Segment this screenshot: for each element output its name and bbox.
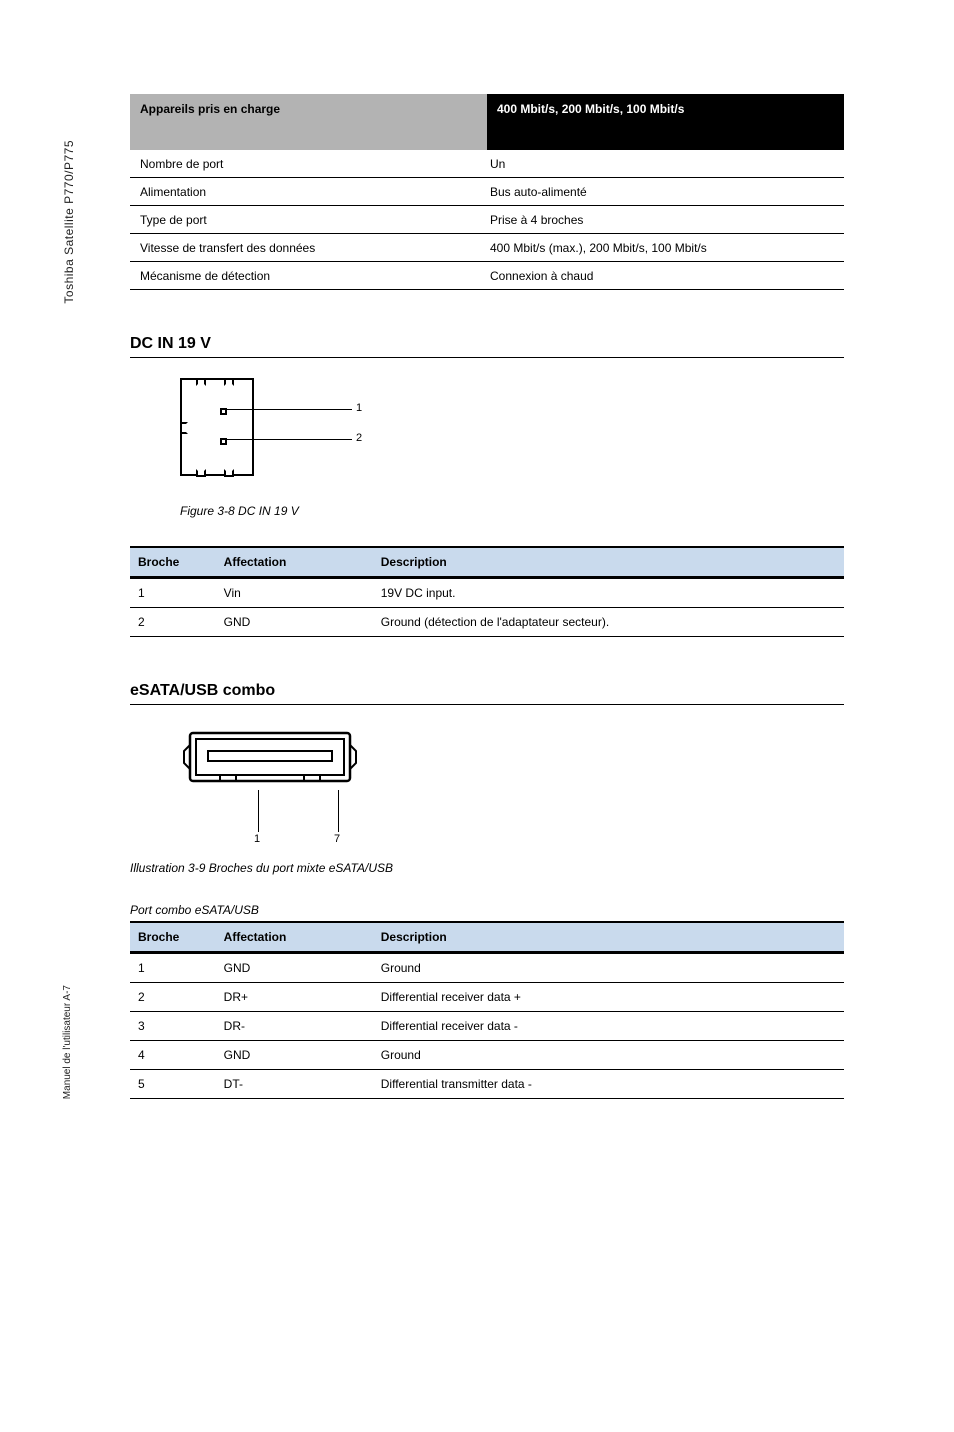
- pin-cell: Ground: [373, 1041, 844, 1069]
- pin-col-pin: Broche: [130, 923, 216, 951]
- pin-cell: Vin: [216, 579, 373, 607]
- pin-cell: 4: [130, 1041, 216, 1069]
- pin-cell: GND: [216, 954, 373, 982]
- pin-cell: 1: [130, 579, 216, 607]
- pin-row: 3 DR- Differential receiver data -: [130, 1012, 844, 1041]
- pin-table-header: Broche Affectation Description: [130, 923, 844, 954]
- spec-table-header: Appareils pris en charge 400 Mbit/s, 200…: [130, 94, 844, 150]
- pin-row: 1 GND Ground: [130, 954, 844, 983]
- dcin-pin-2: [220, 438, 227, 445]
- section-rule: [130, 357, 844, 358]
- spec-row: Nombre de port Un: [130, 150, 844, 178]
- pin-cell: 5: [130, 1070, 216, 1098]
- spec-header-right: 400 Mbit/s, 200 Mbit/s, 100 Mbit/s: [487, 94, 844, 150]
- spec-cell-right: Connexion à chaud: [484, 269, 834, 283]
- pin-row: 5 DT- Differential transmitter data -: [130, 1070, 844, 1099]
- connector-tab: [196, 378, 206, 386]
- pin-col-desc: Description: [373, 923, 844, 951]
- pin-table-header: Broche Affectation Description: [130, 548, 844, 579]
- esata-connector-svg: [180, 725, 360, 795]
- connector-tab: [224, 378, 234, 386]
- pin-lead-line: [338, 790, 339, 832]
- section-rule: [130, 704, 844, 705]
- spec-row: Type de port Prise à 4 broches: [130, 206, 844, 234]
- pin-row: 2 GND Ground (détection de l'adaptateur …: [130, 608, 844, 637]
- spec-cell-right: Bus auto-alimenté: [484, 185, 834, 199]
- pin-lead-line: [258, 790, 259, 832]
- pin-cell: DR-: [216, 1012, 373, 1040]
- pin-lead-line: [227, 409, 352, 410]
- esata-table-caption: Port combo eSATA/USB: [130, 903, 844, 917]
- dcin-connector-diagram: 1 2: [180, 378, 380, 498]
- pin-cell: 1: [130, 954, 216, 982]
- spec-cell-left: Type de port: [140, 213, 484, 227]
- pin-col-assign: Affectation: [216, 548, 373, 576]
- pin-cell: Ground: [373, 954, 844, 982]
- connector-tab: [224, 469, 234, 477]
- pin-cell: Differential receiver data +: [373, 983, 844, 1011]
- pin-cell: GND: [216, 608, 373, 636]
- figure-caption-dcin: Figure 3-8 DC IN 19 V: [180, 504, 844, 518]
- pin-cell: 19V DC input.: [373, 579, 844, 607]
- pin-cell: 3: [130, 1012, 216, 1040]
- connector-tab: [180, 422, 188, 434]
- pin-label-1: 1: [254, 833, 260, 845]
- pin-row: 2 DR+ Differential receiver data +: [130, 983, 844, 1012]
- pin-cell: Ground (détection de l'adaptateur secteu…: [373, 608, 844, 636]
- pin-cell: 2: [130, 983, 216, 1011]
- spec-header-left: Appareils pris en charge: [130, 94, 487, 150]
- pin-cell: DR+: [216, 983, 373, 1011]
- side-page-label: Toshiba Satellite P770/P775: [62, 140, 76, 304]
- esata-connector-diagram: 1 7: [180, 725, 400, 855]
- page-footer: Manuel de l'utilisateur A-7: [62, 985, 73, 1099]
- figure-caption-esata: Illustration 3-9 Broches du port mixte e…: [130, 861, 844, 875]
- pin-cell: Differential receiver data -: [373, 1012, 844, 1040]
- dcin-connector-outline: [180, 378, 254, 476]
- pin-row: 4 GND Ground: [130, 1041, 844, 1070]
- pin-label-1: 1: [356, 402, 362, 414]
- spec-row: Mécanisme de détection Connexion à chaud: [130, 262, 844, 290]
- pin-col-desc: Description: [373, 548, 844, 576]
- pin-label-2: 2: [356, 432, 362, 444]
- spec-cell-left: Alimentation: [140, 185, 484, 199]
- spec-cell-right: Un: [484, 157, 834, 171]
- spec-cell-left: Vitesse de transfert des données: [140, 241, 484, 255]
- spec-row: Alimentation Bus auto-alimenté: [130, 178, 844, 206]
- spec-row: Vitesse de transfert des données 400 Mbi…: [130, 234, 844, 262]
- spec-cell-right: Prise à 4 broches: [484, 213, 834, 227]
- esata-pin-table: Port combo eSATA/USB Broche Affectation …: [130, 903, 844, 1099]
- section-title-dcin: DC IN 19 V: [130, 335, 844, 353]
- pin-cell: 2: [130, 608, 216, 636]
- section-title-esata: eSATA/USB combo: [130, 682, 844, 700]
- connector-tab: [196, 469, 206, 477]
- pin-cell: Differential transmitter data -: [373, 1070, 844, 1098]
- pin-lead-line: [227, 439, 352, 440]
- pin-col-pin: Broche: [130, 548, 216, 576]
- spec-cell-left: Nombre de port: [140, 157, 484, 171]
- dcin-pin-table: Broche Affectation Description 1 Vin 19V…: [130, 546, 844, 637]
- dcin-pin-1: [220, 408, 227, 415]
- pin-label-7: 7: [334, 833, 340, 845]
- specifications-table: Appareils pris en charge 400 Mbit/s, 200…: [130, 56, 844, 290]
- pin-row: 1 Vin 19V DC input.: [130, 579, 844, 608]
- spec-cell-left: Mécanisme de détection: [140, 269, 484, 283]
- spec-cell-right: 400 Mbit/s (max.), 200 Mbit/s, 100 Mbit/…: [484, 241, 834, 255]
- pin-cell: DT-: [216, 1070, 373, 1098]
- pin-cell: GND: [216, 1041, 373, 1069]
- pin-col-assign: Affectation: [216, 923, 373, 951]
